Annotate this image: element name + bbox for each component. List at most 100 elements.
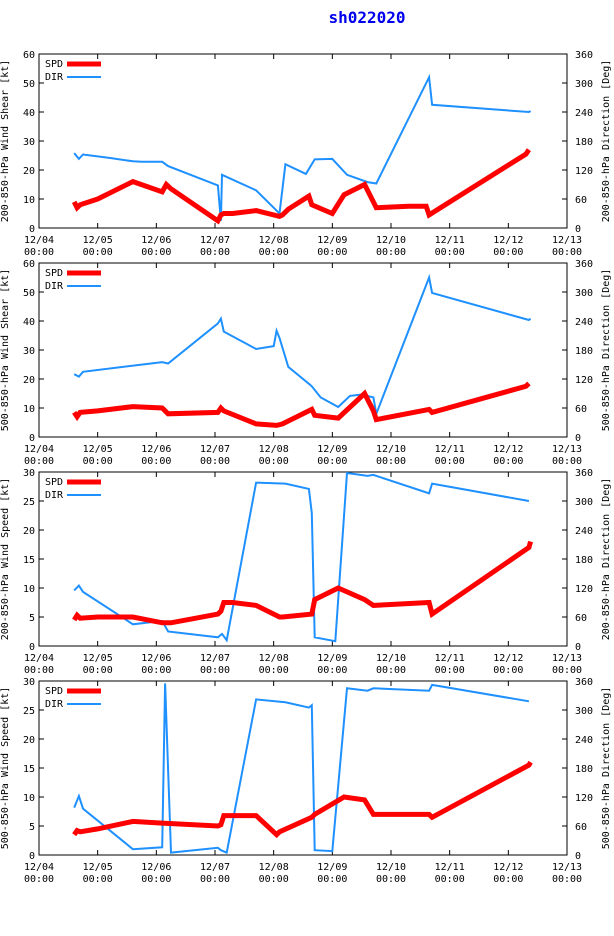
y-axis-label-right: 200-850-hPa Direction [Deg] <box>601 478 612 641</box>
y-tick-label-left: 15 <box>23 555 35 566</box>
y-axis-label-left: 500-850-hPa Wind Shear [kt] <box>0 269 11 432</box>
series-dir-line <box>73 73 532 221</box>
x-tick-label-time: 00:00 <box>552 665 582 676</box>
y-tick-label-left: 10 <box>23 195 35 206</box>
x-tick-label-date: 12/13 <box>552 444 582 455</box>
y-tick-label-right: 300 <box>575 288 593 299</box>
x-tick-label-time: 00:00 <box>317 665 347 676</box>
y-tick-label-right: 180 <box>575 555 593 566</box>
x-tick-label-time: 00:00 <box>376 456 406 467</box>
y-tick-label-left: 30 <box>23 468 35 479</box>
x-tick-label-date: 12/05 <box>83 653 113 664</box>
x-tick-label-time: 00:00 <box>83 456 113 467</box>
y-tick-label-left: 40 <box>23 108 35 119</box>
x-tick-label-date: 12/09 <box>317 653 347 664</box>
x-tick-label-time: 00:00 <box>493 874 523 885</box>
y-tick-label-right: 240 <box>575 735 593 746</box>
x-tick-label-time: 00:00 <box>552 874 582 885</box>
series-dir-line <box>73 683 530 854</box>
y-tick-label-right: 0 <box>575 851 581 862</box>
x-tick-label-date: 12/08 <box>259 235 289 246</box>
x-tick-label-time: 00:00 <box>435 874 465 885</box>
y-tick-label-left: 10 <box>23 584 35 595</box>
x-tick-label-date: 12/11 <box>435 444 465 455</box>
x-tick-label-date: 12/06 <box>141 862 171 873</box>
series-spd-line <box>71 148 531 225</box>
y-tick-label-left: 50 <box>23 288 35 299</box>
y-tick-label-right: 60 <box>575 404 587 415</box>
y-axis-label-right: 500-850-hPa Direction [Deg] <box>601 687 612 850</box>
x-tick-label-time: 00:00 <box>435 456 465 467</box>
x-tick-label-date: 12/12 <box>493 862 523 873</box>
x-tick-label-time: 00:00 <box>435 665 465 676</box>
series-dir-line <box>73 273 532 418</box>
x-tick-label-date: 12/13 <box>552 653 582 664</box>
y-tick-label-right: 60 <box>575 195 587 206</box>
y-axis-label-left: 200-850-hPa Wind Shear [kt] <box>0 60 11 223</box>
y-tick-label-left: 10 <box>23 793 35 804</box>
plot-frame <box>38 471 568 647</box>
x-tick-label-date: 12/11 <box>435 862 465 873</box>
legend-label-dir: DIR <box>45 72 64 83</box>
x-tick-label-time: 00:00 <box>83 874 113 885</box>
y-tick-label-right: 120 <box>575 375 593 386</box>
x-tick-label-date: 12/08 <box>259 444 289 455</box>
x-tick-label-date: 12/09 <box>317 862 347 873</box>
series-spd-line <box>72 760 533 839</box>
y-tick-label-right: 360 <box>575 259 593 270</box>
x-tick-label-time: 00:00 <box>141 247 171 258</box>
y-tick-label-left: 25 <box>23 706 35 717</box>
series-spd-line <box>72 381 531 428</box>
y-tick-label-left: 0 <box>29 224 35 235</box>
y-axis-label-left: 200-850-hPa Wind Speed [kt] <box>0 478 11 641</box>
x-tick-label-time: 00:00 <box>24 456 54 467</box>
x-tick-label-date: 12/05 <box>83 235 113 246</box>
y-tick-label-right: 120 <box>575 584 593 595</box>
x-tick-label-date: 12/04 <box>24 235 54 246</box>
y-tick-label-right: 180 <box>575 346 593 357</box>
x-tick-label-time: 00:00 <box>435 247 465 258</box>
y-tick-label-right: 240 <box>575 108 593 119</box>
x-tick-label-time: 00:00 <box>552 456 582 467</box>
y-tick-label-left: 40 <box>23 317 35 328</box>
y-tick-label-right: 120 <box>575 166 593 177</box>
y-tick-label-right: 60 <box>575 613 587 624</box>
x-tick-label-time: 00:00 <box>376 874 406 885</box>
y-tick-label-left: 30 <box>23 137 35 148</box>
x-tick-label-time: 00:00 <box>376 247 406 258</box>
y-tick-label-left: 25 <box>23 497 35 508</box>
x-tick-label-date: 12/12 <box>493 653 523 664</box>
y-tick-label-left: 5 <box>29 822 35 833</box>
y-tick-label-right: 300 <box>575 497 593 508</box>
x-tick-label-time: 00:00 <box>317 247 347 258</box>
x-tick-label-time: 00:00 <box>259 456 289 467</box>
y-tick-label-right: 300 <box>575 706 593 717</box>
y-tick-label-right: 240 <box>575 317 593 328</box>
x-tick-label-time: 00:00 <box>24 874 54 885</box>
x-tick-label-date: 12/09 <box>317 235 347 246</box>
x-tick-label-time: 00:00 <box>317 874 347 885</box>
x-tick-label-time: 00:00 <box>83 665 113 676</box>
x-tick-label-time: 00:00 <box>141 874 171 885</box>
x-tick-label-date: 12/07 <box>200 653 230 664</box>
x-tick-label-date: 12/10 <box>376 444 406 455</box>
y-tick-label-left: 50 <box>23 79 35 90</box>
series-dir-line <box>73 471 530 643</box>
y-tick-label-right: 360 <box>575 50 593 61</box>
x-tick-label-date: 12/04 <box>24 862 54 873</box>
x-tick-label-time: 00:00 <box>141 456 171 467</box>
y-tick-label-right: 120 <box>575 793 593 804</box>
legend-label-spd: SPD <box>45 59 63 70</box>
y-tick-label-left: 5 <box>29 613 35 624</box>
x-tick-label-date: 12/06 <box>141 444 171 455</box>
y-tick-label-left: 60 <box>23 259 35 270</box>
y-tick-label-left: 20 <box>23 166 35 177</box>
y-axis-label-right: 500-850-hPa Direction [Deg] <box>601 269 612 432</box>
x-tick-label-date: 12/05 <box>83 444 113 455</box>
x-tick-label-time: 00:00 <box>317 456 347 467</box>
x-tick-label-date: 12/04 <box>24 653 54 664</box>
x-tick-label-date: 12/12 <box>493 235 523 246</box>
y-tick-label-right: 180 <box>575 137 593 148</box>
legend-label-spd: SPD <box>45 268 63 279</box>
